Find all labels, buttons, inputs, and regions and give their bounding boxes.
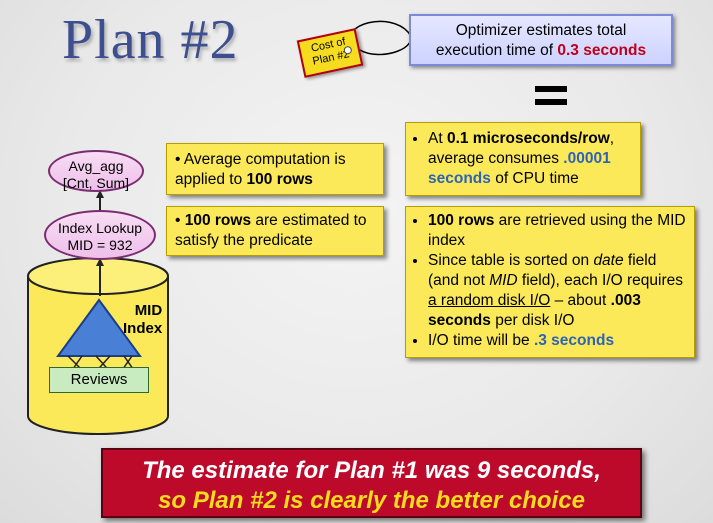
mid-index-label: MID Index xyxy=(123,302,162,338)
mid-index-line2: Index xyxy=(123,320,163,337)
mid-index-line1: MID xyxy=(134,302,163,319)
cpu-bullet: At 0.1 microseconds/row, average consume… xyxy=(428,129,634,189)
io-cost-box: 100 rows are retrieved using the MID ind… xyxy=(405,206,695,358)
cpu-pre: At xyxy=(428,130,447,147)
cpu-cost-box: At 0.1 microseconds/row, average consume… xyxy=(405,122,641,196)
io-rows-rest: are retrieved using the MID index xyxy=(428,212,686,249)
io-total-pre: I/O time will be xyxy=(428,332,534,349)
io-bullet-sorted: Since table is sorted on date field (and… xyxy=(428,251,688,331)
cpu-mid: , average consumes xyxy=(428,130,615,167)
avg-node-line2: [Cnt, Sum] xyxy=(62,175,130,191)
conclusion-banner: The estimate for Plan #1 was 9 seconds, … xyxy=(101,448,642,518)
io-sorted-c: field), each I/O requires xyxy=(517,272,684,289)
lookup-note-bullet: • xyxy=(175,212,185,229)
estimate-prefix: execution time of xyxy=(435,42,558,59)
io-sorted-date: date xyxy=(593,252,624,269)
cpu-post: of CPU time xyxy=(490,170,579,187)
plan-arrows xyxy=(96,190,104,296)
lookup-note-box: • 100 rows are estimated to satisfy the … xyxy=(166,206,384,256)
avg-note-box: • Average computation is applied to 100 … xyxy=(166,143,384,195)
io-total-value: .3 seconds xyxy=(533,332,615,349)
io-sorted-b: field (and not xyxy=(428,252,657,289)
optimizer-estimate-box: Optimizer estimates total execution time… xyxy=(409,14,673,66)
io-sorted-mid: MID xyxy=(489,272,518,289)
reviews-table: Reviews xyxy=(49,367,149,393)
io-sorted-seconds: .003 seconds xyxy=(428,292,641,329)
io-sorted-random: a random disk I/O xyxy=(428,292,551,309)
avg-node-line1: Avg_agg xyxy=(68,158,124,174)
lookup-node-line1: Index Lookup xyxy=(57,220,143,236)
io-bullet-total: I/O time will be .3 seconds xyxy=(428,331,688,351)
lookup-node-line2: MID = 932 xyxy=(67,237,133,253)
io-sorted-e: per disk I/O xyxy=(490,312,575,329)
io-bullet-rows: 100 rows are retrieved using the MID ind… xyxy=(428,211,688,251)
lookup-note-bold: 100 rows xyxy=(184,212,252,229)
page-title: Plan #2 xyxy=(62,9,239,71)
cpu-value: .00001 seconds xyxy=(428,150,611,187)
cpu-rate: 0.1 microseconds/row xyxy=(446,130,610,147)
conclusion-line1: The estimate for Plan #1 was 9 seconds, xyxy=(142,457,601,484)
estimate-line2: execution time of 0.3 seconds xyxy=(411,41,671,61)
conclusion-line2: so Plan #2 is clearly the better choice xyxy=(158,487,585,514)
avg-note-bold: 100 rows xyxy=(246,171,313,188)
equals-icon xyxy=(535,86,567,106)
avg-note-text: • Average computation is applied to xyxy=(175,151,346,188)
io-sorted-a: Since table is sorted on xyxy=(428,252,594,269)
estimate-line1: Optimizer estimates total xyxy=(455,22,627,39)
index-lookup-node: Index Lookup MID = 932 xyxy=(44,210,156,260)
cost-tag: Cost of Plan #2 xyxy=(296,28,364,78)
lookup-note-text: are estimated to satisfy the predicate xyxy=(175,212,367,249)
io-sorted-d: – about xyxy=(550,292,611,309)
io-rows-bold: 100 rows xyxy=(428,212,495,229)
avg-agg-node: Avg_agg [Cnt, Sum] xyxy=(48,150,144,192)
estimate-value: 0.3 seconds xyxy=(557,42,647,59)
